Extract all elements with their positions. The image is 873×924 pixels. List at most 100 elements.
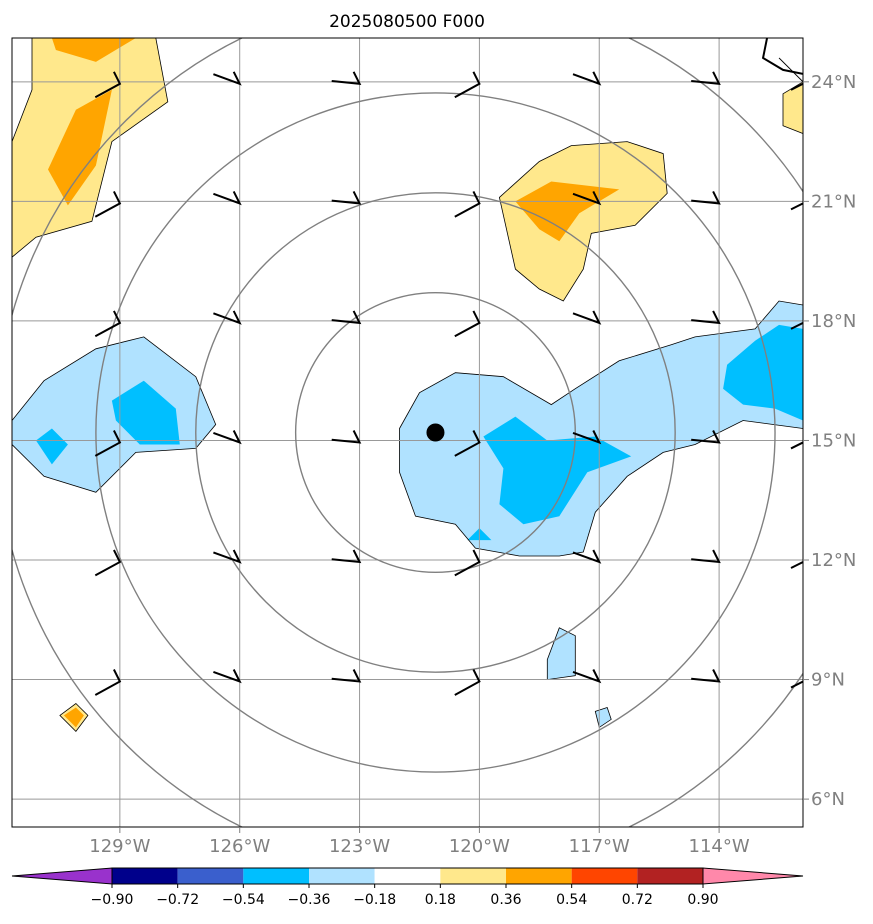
wind-barb [94,669,122,696]
wind-barb [331,430,362,444]
contour-line [12,336,217,493]
y-tick-label: 21°N [811,191,856,212]
wind-barb [790,561,803,569]
wind-barb [213,71,242,86]
wind-barb [454,190,481,218]
contour-fill-region [63,707,84,728]
contour-fill-region [111,380,180,445]
contour-fills [12,38,803,733]
y-tick-label: 9°N [811,670,845,691]
coastline [761,38,803,83]
wind-barb [691,190,721,205]
range-ring [294,291,576,574]
wind-barb [454,669,481,696]
contour-fill-region [12,336,216,493]
colorbar-tick-label: 0.72 [622,892,653,908]
wind-barb [454,71,481,99]
range-ring [195,192,676,673]
contour-fill-region [483,416,632,525]
wind-barb [331,310,362,325]
y-tick-label: 12°N [811,550,856,571]
colorbar-tick-label: 0.54 [556,892,587,908]
wind-barb [454,549,481,577]
wind-barb [691,669,721,683]
wind-barb [454,310,481,338]
x-axis-ticks: 129°W 126°W 123°W 120°W 117°W 114°W [89,827,750,857]
colorbar-segment [440,868,506,884]
wind-barb [213,430,242,445]
contour-line [594,706,612,729]
colorbar-segment [177,868,244,884]
wind-barb [213,190,242,206]
y-axis-ticks: 6°N 9°N 12°N 15°N 18°N 21°N 24°N [803,72,856,810]
colorbar-segment [112,868,178,884]
x-tick-label: 123°W [329,836,390,857]
wind-barb [331,71,362,85]
wind-barb [94,430,122,457]
colorbar-extend-high [702,867,804,885]
colorbar-segment [506,868,572,884]
wind-barb [572,669,602,684]
wind-barb [213,669,242,684]
wind-barb [94,71,122,99]
colorbar-tick-label: −0.54 [222,892,265,908]
colorbar-tick-label: 0.18 [425,892,456,908]
contour-fill-region [51,38,136,62]
map-area [12,38,803,827]
gridlines [12,38,803,827]
wind-barb [790,82,803,91]
wind-barb [454,430,481,457]
wind-barb [572,430,602,445]
wind-barb [331,669,362,683]
contour-fill-region [499,141,668,301]
contour-fill-region [783,81,803,134]
wind-barb [572,549,602,564]
colorbar-tick-label: −0.72 [156,892,199,908]
contour-line [498,141,668,302]
coastline-segment [778,57,803,83]
wind-barb [213,310,242,325]
colorbar-tick-label: −0.36 [288,892,331,908]
contour-fill-region [723,324,803,421]
wind-barb [790,322,803,330]
x-tick-label: 114°W [689,836,750,857]
contour-line [59,702,89,733]
colorbar-segment [374,868,441,884]
wind-barb [94,310,122,338]
wind-barb [691,310,721,325]
chart-title: 2025080500 F000 [329,12,485,32]
wind-barb [572,71,602,86]
colorbar-segment [243,868,309,884]
contour-line [12,38,169,258]
wind-barb [213,549,242,564]
colorbar-tick-label: 0.36 [490,892,521,908]
contour-fill-region [515,181,620,242]
colorbar-tick-label: −0.90 [91,892,134,908]
contour-fill-region [48,89,112,206]
colorbar-tick-label: 0.90 [687,892,718,908]
colorbar-segment [637,868,703,884]
wind-barb [94,549,122,577]
wind-barb [790,441,803,450]
colorbar: −0.90 −0.72 −0.54 −0.36 −0.18 0.18 0.36 0.54 0.7… [11,867,804,908]
wind-barb [572,190,602,206]
y-tick-label: 6°N [811,789,845,810]
y-tick-label: 18°N [811,311,856,332]
wind-barb [691,71,721,85]
x-tick-label: 120°W [449,836,510,857]
wind-barb [94,190,122,218]
colorbar-tick-label: −0.18 [353,892,396,908]
y-tick-label: 15°N [811,430,856,451]
contour-line [546,627,576,681]
y-tick-label: 24°N [811,72,856,93]
wind-barb [691,430,721,444]
contour-fill-region [399,301,803,556]
colorbar-segment [571,868,638,884]
colorbar-extend-low [11,867,113,885]
wind-barb [790,202,803,211]
wind-barb [331,549,362,564]
colorbar-frame [111,867,704,885]
contour-line [399,300,803,557]
range-rings [12,38,803,827]
